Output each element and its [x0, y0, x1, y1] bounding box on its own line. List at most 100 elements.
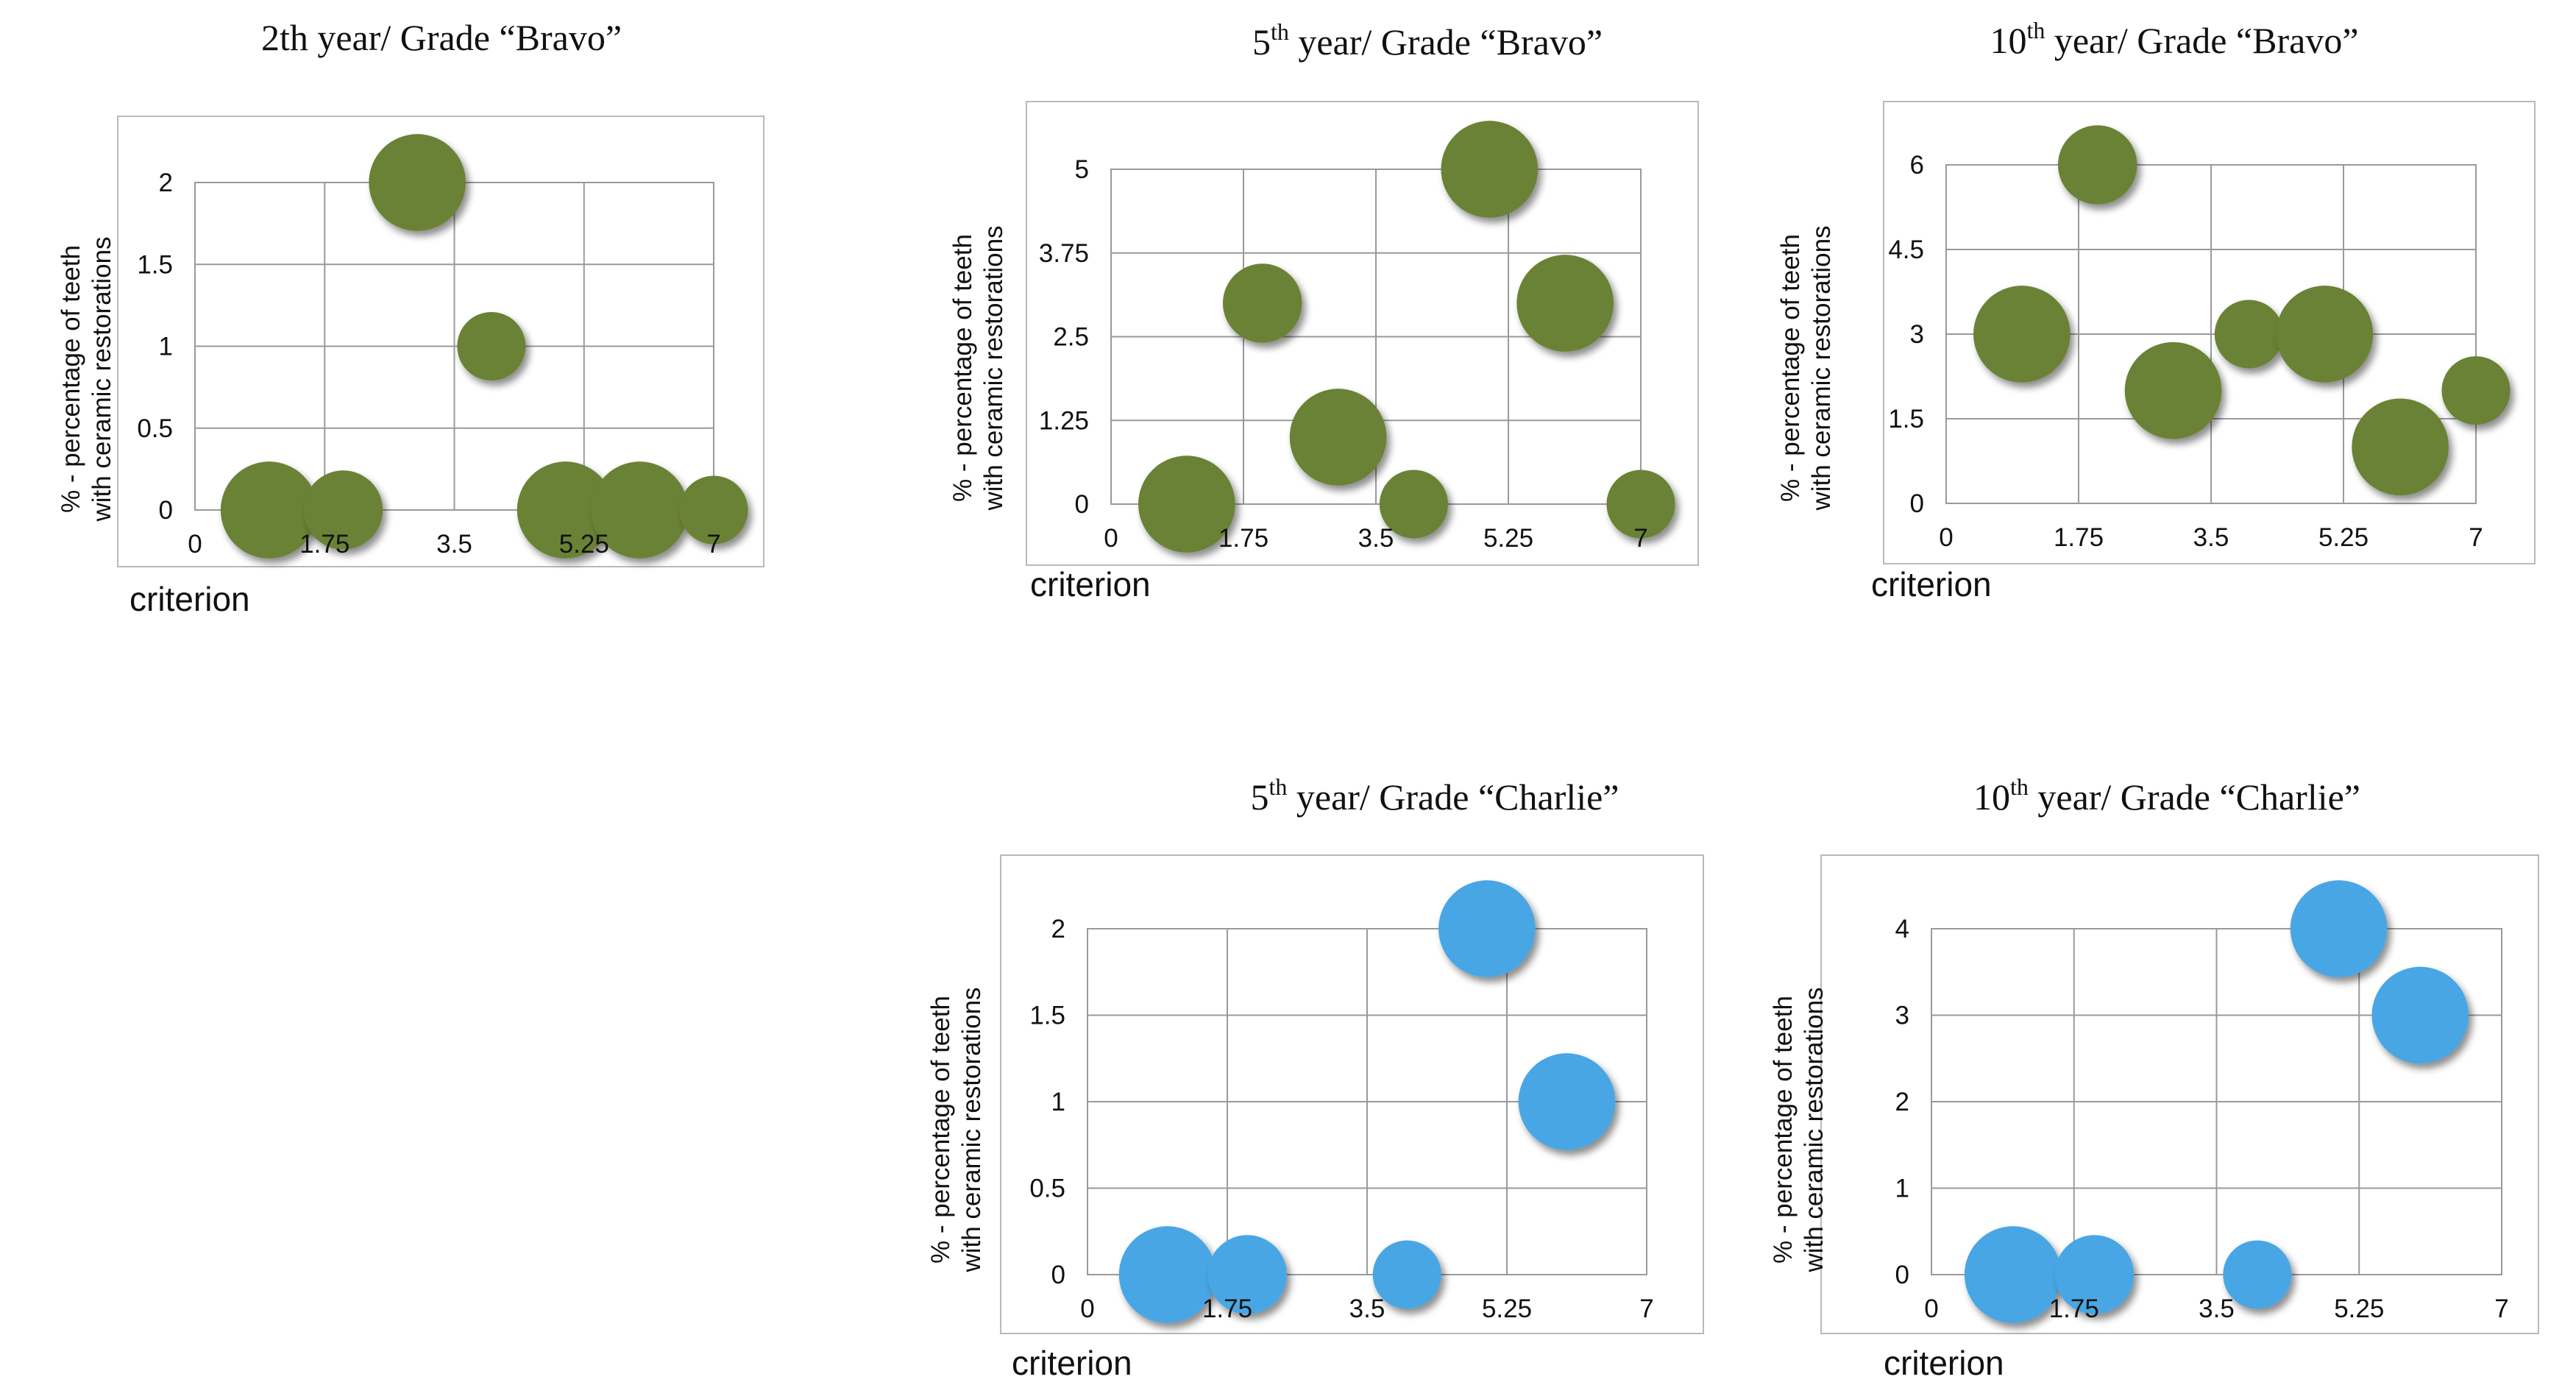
bubble-point: [1207, 1235, 1287, 1314]
title-superscript: th: [1271, 18, 1289, 45]
y-tick-label: 1.5: [1888, 405, 1924, 433]
chart-frame: [1820, 854, 2539, 1334]
plot-area: [1110, 169, 1642, 505]
x-tick-label: 0: [188, 530, 202, 559]
bubble-point: [2124, 341, 2222, 439]
title-number: 10: [1990, 20, 2026, 61]
bubble-point: [2214, 300, 2283, 369]
bubble-point: [2441, 356, 2511, 425]
y-tick-label: 3: [1895, 1002, 1909, 1030]
bubble-point: [220, 461, 318, 559]
bubble-point: [1372, 1240, 1441, 1309]
bubble-point: [1441, 121, 1539, 218]
x-tick-label: 0: [1104, 524, 1118, 553]
x-tick-label: 5.25: [2318, 523, 2369, 552]
y-axis-label-line: % - percentage of teeth: [1769, 996, 1798, 1264]
bubble-point: [369, 134, 466, 231]
title-text: year/ Grade “Bravo”: [1289, 21, 1603, 63]
y-tick-label: 5: [1075, 155, 1089, 184]
x-tick-label: 7: [1633, 524, 1647, 553]
chart-frame: [1883, 101, 2536, 564]
x-tick-label: 7: [2494, 1294, 2508, 1323]
x-axis-label: criterion: [1012, 1344, 1132, 1382]
y-tick-label: 3.75: [1039, 239, 1089, 268]
y-tick-label: 1: [1051, 1088, 1065, 1116]
y-axis-label-line: with ceramic restorations: [979, 225, 1008, 511]
bubble-point: [2276, 286, 2374, 383]
title-superscript: th: [2010, 773, 2029, 800]
y-tick-label: 1.5: [1029, 1002, 1065, 1030]
bubble-point: [1516, 255, 1614, 352]
y-tick-label: 0: [159, 496, 173, 525]
x-axis-label: criterion: [1871, 565, 1992, 603]
y-tick-label: 0.5: [1029, 1175, 1065, 1203]
y-tick-label: 0: [1910, 489, 1924, 518]
bubble-point: [2290, 880, 2388, 977]
x-tick-label: 5.25: [559, 530, 609, 559]
bubble-point: [679, 475, 748, 545]
y-tick-label: 0: [1075, 490, 1089, 519]
plot-area: [1931, 928, 2502, 1275]
x-tick-label: 3.5: [1358, 524, 1394, 553]
title-text: year/ Grade “Charlie”: [1287, 776, 1619, 818]
bubble-point: [591, 461, 689, 559]
title-text: 2th year/ Grade “Bravo”: [261, 17, 622, 58]
x-tick-label: 1.75: [2054, 523, 2104, 552]
chart-panel-1: 0 0.5 1 1.5 2 0 1.75 3.5 5.25 7 2th year/ Grade “B…: [57, 17, 764, 618]
y-tick-label: 1: [159, 333, 173, 361]
chart-title: 5th year/ Grade “Bravo”: [1252, 18, 1603, 63]
bubble-point: [1138, 456, 1235, 553]
x-tick-label: 7: [706, 530, 720, 559]
chart-title: 2th year/ Grade “Bravo”: [261, 17, 622, 58]
y-axis-label: % - percentage of teeth with ceramic rest…: [948, 225, 1008, 511]
x-axis-label: criterion: [129, 580, 250, 618]
x-tick-label: 3.5: [2199, 1294, 2235, 1323]
chart-frame: [1000, 854, 1704, 1334]
bubble-point: [303, 470, 383, 550]
x-tick-label: 5.25: [1482, 1294, 1532, 1323]
y-tick-label: 2: [159, 169, 173, 197]
y-tick-label: 2.5: [1053, 323, 1089, 352]
y-tick-label: 1: [1895, 1175, 1909, 1203]
x-tick-label: 3.5: [2193, 523, 2229, 552]
title-text: year/ Grade “Bravo”: [2045, 20, 2358, 61]
bubble-point: [1518, 1053, 1616, 1150]
y-axis-label-line: with ceramic restorations: [88, 236, 116, 522]
y-tick-label: 1.25: [1039, 406, 1089, 435]
title-text: year/ Grade “Charlie”: [2029, 776, 2360, 818]
y-tick-label: 1.5: [137, 250, 173, 279]
bubble-point: [1438, 880, 1536, 977]
y-axis-label: % - percentage of teeth with ceramic rest…: [926, 987, 986, 1272]
y-axis-label-line: % - percentage of teeth: [1776, 234, 1805, 502]
x-tick-label: 1.75: [1202, 1294, 1252, 1323]
y-axis-label-line: with ceramic restorations: [1807, 225, 1836, 511]
bubble-point: [1222, 263, 1302, 343]
x-tick-label: 0: [1939, 523, 1953, 552]
y-tick-label: 4.5: [1888, 235, 1924, 264]
chart-panel-5: 0 1 2 3 4 0 1.75 3.5 5.25 7 10th year/ Grade “Char…: [1769, 773, 2539, 1382]
y-axis-label: % - percentage of teeth with ceramic rest…: [1776, 225, 1836, 511]
title-number: 10: [1973, 776, 2010, 818]
title-superscript: th: [1269, 773, 1287, 800]
y-axis-label: % - percentage of teeth with ceramic rest…: [1769, 987, 1828, 1272]
x-tick-label: 3.5: [1349, 1294, 1385, 1323]
bubble-point: [2371, 966, 2469, 1064]
x-tick-label: 7: [1639, 1294, 1653, 1323]
y-tick-label: 0: [1895, 1261, 1909, 1289]
y-axis-label-line: with ceramic restorations: [957, 987, 986, 1272]
plot-area: [1945, 164, 2477, 504]
bubble-point: [1118, 1226, 1216, 1323]
title-superscript: th: [2026, 17, 2045, 43]
x-tick-label: 0: [1924, 1294, 1938, 1323]
y-axis-label-line: % - percentage of teeth: [926, 996, 955, 1264]
y-tick-label: 3: [1910, 320, 1924, 349]
bubble-point: [1973, 286, 2071, 383]
x-tick-label: 5.25: [1483, 524, 1533, 553]
plot-area: [1087, 928, 1647, 1275]
chart-title: 5th year/ Grade “Charlie”: [1250, 773, 1619, 818]
y-tick-label: 2: [1051, 915, 1065, 943]
x-axis-label: criterion: [1884, 1344, 2004, 1382]
y-tick-label: 0: [1051, 1261, 1065, 1289]
